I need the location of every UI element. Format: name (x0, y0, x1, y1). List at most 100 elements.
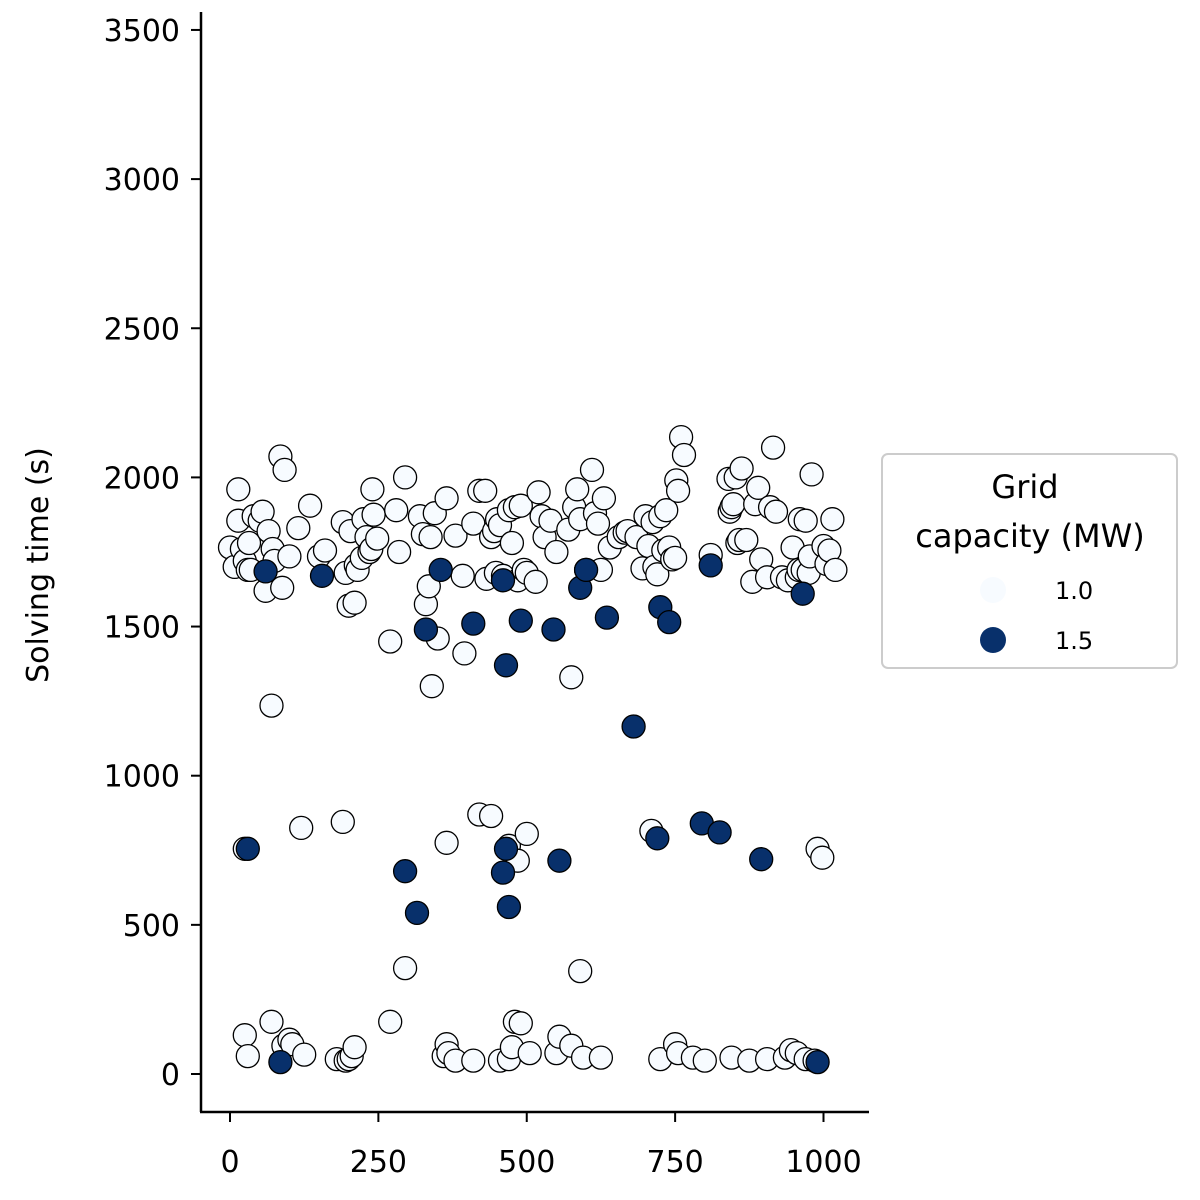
data-point-1-0 (473, 478, 498, 503)
y-tick-label: 1500 (104, 611, 180, 646)
legend-frame (881, 453, 1178, 669)
data-point-1-0 (734, 527, 759, 553)
data-point-1-0 (378, 629, 403, 654)
data-point-1-0 (721, 492, 746, 517)
data-point-1-0 (272, 457, 297, 483)
data-point-1-0 (361, 502, 386, 527)
legend-title-line1: Grid (991, 468, 1058, 506)
data-point-1-0 (823, 557, 848, 583)
data-point-1-0 (342, 590, 367, 615)
data-point-1-5 (392, 859, 418, 884)
data-point-1-5 (707, 820, 732, 845)
data-point-1-0 (236, 530, 262, 556)
data-point-1-5 (621, 714, 646, 739)
data-point-1-0 (499, 530, 525, 556)
data-point-1-0 (514, 821, 539, 847)
data-point-1-0 (565, 477, 590, 502)
y-ticks: 0 500 1000 1500 2000 2500 3000 3500 (104, 14, 201, 1093)
data-point-1-5 (461, 611, 486, 636)
x-tick-label: 1000 (785, 1145, 861, 1180)
data-point-1-0 (452, 641, 477, 666)
data-point-1-0 (297, 493, 323, 518)
y-axis-title: Solving time (s) (21, 447, 56, 683)
data-point-1-0 (568, 958, 593, 984)
data-point-1-0 (746, 475, 771, 500)
y-tick-label: 2000 (104, 461, 180, 496)
data-point-1-0 (508, 1011, 533, 1036)
data-point-1-0 (763, 499, 789, 524)
data-point-1-0 (342, 1035, 367, 1060)
data-point-1-0 (416, 574, 441, 599)
data-point-1-0 (289, 815, 314, 841)
data-point-1-0 (662, 545, 688, 571)
data-point-1-0 (760, 435, 786, 460)
data-point-1-0 (270, 575, 295, 600)
data-point-1-0 (645, 562, 670, 587)
data-point-1-0 (286, 515, 311, 541)
data-point-1-5 (594, 605, 620, 630)
data-point-1-0 (523, 569, 548, 594)
data-point-1-0 (559, 665, 584, 690)
data-point-1-5 (657, 609, 682, 635)
data-point-1-0 (508, 493, 533, 518)
axes (199, 12, 869, 1114)
data-point-1-5 (309, 563, 335, 588)
data-point-1-0 (386, 539, 412, 565)
data-point-1-0 (799, 462, 824, 487)
data-point-1-0 (365, 526, 390, 551)
data-point-1-5 (790, 581, 815, 606)
data-point-1-0 (665, 478, 691, 503)
data-point-1-0 (434, 830, 459, 855)
y-tick-label: 500 (123, 909, 180, 944)
legend-label-1-5: 1.5 (1055, 627, 1093, 655)
y-tick-label: 3000 (104, 163, 180, 198)
data-point-1-0 (654, 498, 679, 523)
data-point-1-5 (749, 847, 774, 872)
data-point-1-5 (428, 557, 453, 583)
data-point-1-0 (517, 1040, 542, 1066)
data-point-1-0 (235, 1043, 260, 1069)
data-point-1-0 (588, 1045, 614, 1070)
data-point-1-5 (235, 836, 260, 861)
x-tick-label: 250 (350, 1145, 407, 1180)
data-point-1-0 (692, 1048, 717, 1073)
data-point-1-5 (541, 617, 566, 642)
data-point-1-5 (490, 860, 516, 885)
data-points (217, 424, 848, 1075)
data-point-1-5 (508, 608, 533, 633)
data-point-1-5 (490, 568, 516, 593)
data-point-1-0 (820, 507, 845, 532)
data-point-1-0 (330, 809, 355, 835)
data-point-1-0 (544, 539, 569, 565)
data-point-1-0 (277, 544, 302, 569)
data-point-1-0 (526, 480, 551, 505)
data-point-1-0 (292, 1042, 317, 1067)
legend: Grid capacity (MW) 1.0 1.5 (881, 453, 1178, 669)
data-point-1-0 (585, 511, 611, 536)
data-point-1-0 (591, 486, 617, 511)
x-tick-label: 750 (646, 1145, 703, 1180)
y-tick-label: 3500 (104, 14, 180, 49)
data-point-1-0 (579, 457, 605, 483)
data-point-1-5 (493, 653, 519, 678)
data-point-1-0 (434, 486, 459, 511)
data-point-1-0 (671, 442, 697, 468)
data-point-1-0 (392, 955, 418, 981)
legend-marker-1-0 (980, 577, 1006, 603)
x-ticks: 0 250 500 750 1000 (220, 1112, 862, 1180)
x-tick-label: 500 (498, 1145, 555, 1180)
data-point-1-0 (793, 508, 818, 533)
data-point-1-5 (805, 1049, 830, 1075)
legend-label-1-0: 1.0 (1055, 577, 1093, 605)
data-point-1-0 (226, 477, 251, 502)
data-point-1-0 (419, 674, 444, 699)
data-point-1-0 (232, 1023, 257, 1048)
data-point-1-5 (496, 894, 522, 920)
data-point-1-0 (478, 803, 504, 829)
data-point-1-5 (645, 826, 670, 851)
data-point-1-5 (404, 900, 430, 926)
legend-title-line2: capacity (MW) (915, 517, 1144, 555)
data-point-1-0 (384, 498, 409, 523)
data-point-1-0 (259, 693, 284, 718)
data-point-1-0 (360, 477, 385, 502)
